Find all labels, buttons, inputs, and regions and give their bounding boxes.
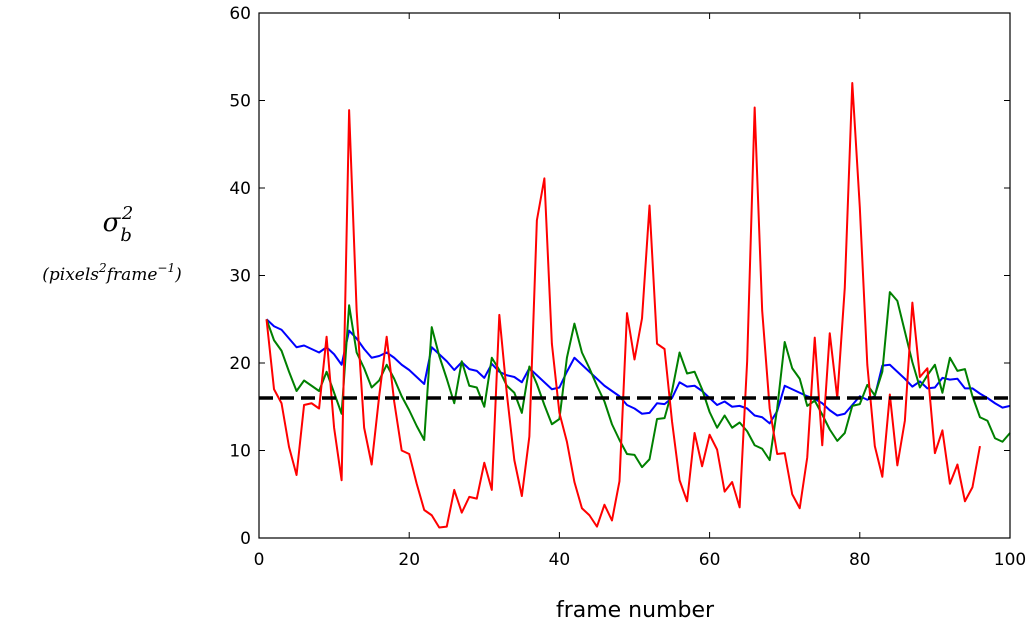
x-tick-label: 0 [254,550,265,570]
y-ticks: 0 10 20 30 40 50 60 [229,4,1010,549]
y-tick-label: 30 [229,267,251,287]
y-tick-label: 50 [229,92,251,112]
x-tick-label: 80 [849,550,871,570]
x-tick-label: 40 [549,550,571,570]
y-tick-label: 10 [229,442,251,462]
y-axis-label: σb2 (pixels2frame−1) [42,203,181,285]
series-line-3 [265,82,981,529]
series-line-1 [265,318,1011,425]
y-tick-label: 0 [240,529,251,549]
y-tick-label: 20 [229,354,251,374]
y-tick-label: 60 [229,4,251,24]
series-line-2 [265,291,1011,469]
y-axis-symbol: σb2 [103,203,134,246]
x-ticks: 0 20 40 60 80 100 [254,13,1026,570]
x-axis-label: frame number [556,598,715,623]
x-tick-label: 20 [398,550,420,570]
x-tick-label: 60 [699,550,721,570]
x-tick-label: 100 [994,550,1026,570]
plot-lines [265,82,1011,529]
y-tick-label: 40 [229,179,251,199]
y-axis-unit: (pixels2frame−1) [42,261,181,285]
